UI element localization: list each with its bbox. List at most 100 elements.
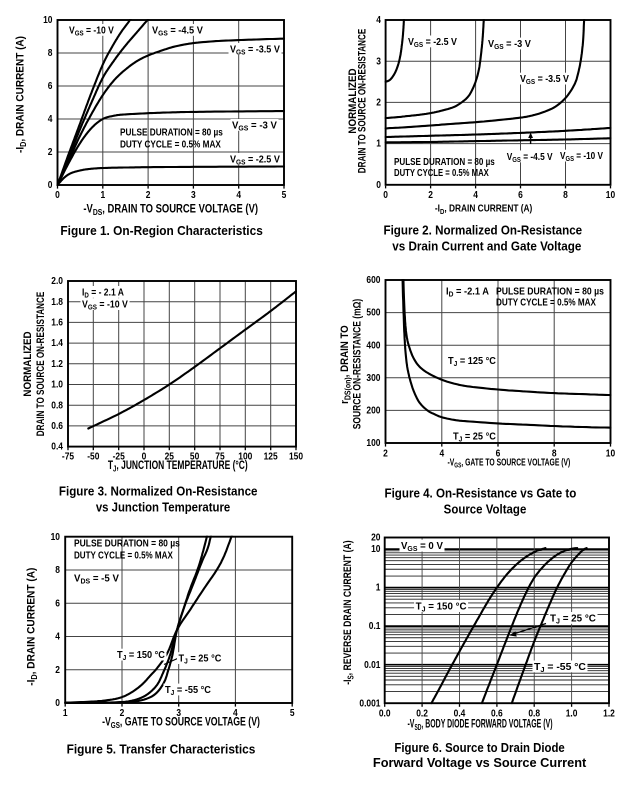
svg-text:-25: -25: [113, 449, 125, 461]
svg-text:5: 5: [290, 706, 295, 718]
svg-text:75: 75: [215, 449, 224, 461]
svg-text:1.8: 1.8: [51, 295, 63, 307]
svg-text:3: 3: [191, 188, 196, 200]
svg-text:20: 20: [371, 531, 380, 543]
svg-text:150: 150: [289, 449, 303, 461]
svg-text:VGS = -10 V: VGS = -10 V: [560, 150, 604, 163]
svg-text:0: 0: [376, 178, 381, 190]
svg-text:-ID, DRAIN CURRENT (A): -ID, DRAIN CURRENT (A): [26, 568, 39, 686]
svg-text:6: 6: [55, 596, 60, 608]
svg-text:0.4: 0.4: [454, 707, 466, 719]
svg-text:8: 8: [48, 46, 53, 58]
svg-text:1.4: 1.4: [51, 336, 63, 348]
svg-text:0.2: 0.2: [416, 707, 428, 719]
svg-text:4: 4: [439, 446, 444, 458]
svg-text:100: 100: [366, 436, 380, 448]
svg-text:0.8: 0.8: [528, 707, 540, 719]
svg-text:-VSD, BODY DIODE FORWARD VOLTA: -VSD, BODY DIODE FORWARD VOLTAGE (V): [407, 718, 552, 733]
svg-text:3: 3: [376, 54, 381, 66]
svg-text:0.1: 0.1: [369, 619, 381, 631]
svg-text:10: 10: [43, 13, 52, 25]
svg-text:DUTY CYCLE = 0.5% MAX: DUTY CYCLE = 0.5% MAX: [120, 139, 222, 150]
svg-text:10: 10: [51, 530, 60, 542]
svg-text:200: 200: [366, 404, 380, 416]
svg-text:VGS = -10 V: VGS = -10 V: [82, 298, 129, 312]
svg-text:25: 25: [165, 449, 174, 461]
svg-text:0.4: 0.4: [51, 440, 63, 452]
svg-text:8: 8: [552, 446, 557, 458]
svg-text:10: 10: [606, 188, 615, 200]
svg-text:TJ = 25 °C: TJ = 25 °C: [550, 613, 596, 625]
svg-text:rDS(on), DRAIN TO: rDS(on), DRAIN TO: [340, 325, 353, 404]
svg-text:TJ = 150 °C: TJ = 150 °C: [117, 650, 165, 663]
svg-text:VGS = -4.5 V: VGS = -4.5 V: [507, 151, 554, 164]
svg-text:DRAIN TO SOURCE ON-RESISTANCE: DRAIN TO SOURCE ON-RESISTANCE: [35, 292, 47, 436]
svg-text:VGS = -2.5 V: VGS = -2.5 V: [408, 36, 458, 49]
svg-text:1.6: 1.6: [51, 316, 63, 328]
svg-text:8: 8: [563, 188, 568, 200]
svg-text:Figure 6. Source to Drain Di: Figure 6. Source to Drain Diode: [394, 740, 564, 755]
svg-text:TJ = -55 °C: TJ = -55 °C: [534, 662, 587, 674]
svg-text:0: 0: [383, 188, 388, 200]
svg-text:-ID, DRAIN CURRENT (A): -ID, DRAIN CURRENT (A): [15, 36, 28, 153]
svg-text:VGS = -2.5 V: VGS = -2.5 V: [230, 154, 280, 167]
svg-text:PULSE DURATION = 80 µs: PULSE DURATION = 80 µs: [74, 538, 180, 549]
svg-text:Figure 3. Normalized On-Resist: Figure 3. Normalized On-Resistance: [59, 484, 258, 499]
svg-text:400: 400: [366, 338, 380, 350]
svg-text:4: 4: [473, 188, 478, 200]
svg-text:vs Junction Temperature: vs Junction Temperature: [96, 500, 231, 515]
svg-text:Forward Voltage vs Source Curr: Forward Voltage vs Source Current: [373, 755, 587, 770]
svg-text:Figure 4. On-Resistance vs Ga: Figure 4. On-Resistance vs Gate to: [385, 486, 577, 501]
svg-text:DRAIN TO SOURCE ON-RESISTANCE: DRAIN TO SOURCE ON-RESISTANCE: [357, 29, 369, 173]
svg-text:-VGS, GATE TO SOURCE VOLTAGE (: -VGS, GATE TO SOURCE VOLTAGE (V): [102, 717, 260, 731]
svg-text:TJ = 25 °C: TJ = 25 °C: [179, 653, 222, 666]
svg-text:VGS = -3.5 V: VGS = -3.5 V: [520, 74, 570, 87]
svg-text:Figure 2. Normalized On-Resist: Figure 2. Normalized On-Resistance: [383, 223, 582, 238]
svg-text:3: 3: [176, 706, 181, 718]
svg-text:2: 2: [428, 188, 433, 200]
svg-text:10: 10: [371, 542, 380, 554]
svg-text:2: 2: [146, 188, 151, 200]
svg-text:4: 4: [48, 112, 53, 124]
svg-text:4: 4: [236, 188, 241, 200]
svg-text:VDS = -5 V: VDS = -5 V: [74, 573, 119, 585]
svg-text:Source Voltage: Source Voltage: [444, 502, 527, 517]
svg-text:0.6: 0.6: [491, 707, 503, 719]
svg-text:100: 100: [238, 449, 252, 461]
svg-text:0: 0: [55, 188, 60, 200]
svg-text:6: 6: [48, 79, 53, 91]
svg-text:-VDS, DRAIN TO SOURCE VOLTAGE: -VDS, DRAIN TO SOURCE VOLTAGE (V): [83, 202, 258, 217]
svg-text:1: 1: [376, 137, 381, 149]
svg-text:1.0: 1.0: [51, 378, 63, 390]
svg-text:NORMALIZED: NORMALIZED: [23, 331, 35, 396]
svg-text:-VGS, GATE TO SOURCE VOLTAGE (: -VGS, GATE TO SOURCE VOLTAGE (V): [447, 456, 570, 470]
svg-text:600: 600: [366, 273, 380, 285]
svg-text:125: 125: [264, 449, 278, 461]
svg-text:TJ = 25 °C: TJ = 25 °C: [453, 431, 496, 444]
svg-text:0: 0: [55, 696, 60, 708]
svg-text:-ID, DRAIN CURRENT (A): -ID, DRAIN CURRENT (A): [435, 203, 532, 216]
svg-text:TJ = 150 °C: TJ = 150 °C: [416, 601, 467, 613]
svg-text:1: 1: [63, 706, 68, 718]
svg-text:TJ = 125 °C: TJ = 125 °C: [448, 356, 496, 369]
svg-text:2: 2: [383, 446, 388, 458]
svg-text:Figure 5. Transfer Characteri: Figure 5. Transfer Characteristics: [67, 742, 256, 757]
svg-text:1: 1: [376, 581, 381, 593]
svg-text:0.6: 0.6: [51, 419, 63, 431]
svg-text:VGS = -3 V: VGS = -3 V: [488, 39, 531, 52]
svg-text:-75: -75: [62, 449, 74, 461]
svg-text:4: 4: [233, 706, 238, 718]
svg-text:10: 10: [606, 446, 615, 458]
svg-text:NORMALIZED: NORMALIZED: [348, 68, 360, 133]
svg-text:2: 2: [120, 706, 125, 718]
svg-text:1.2: 1.2: [603, 707, 615, 719]
svg-text:DUTY CYCLE = 0.5% MAX: DUTY CYCLE = 0.5% MAX: [394, 167, 489, 178]
svg-text:2.0: 2.0: [51, 274, 63, 286]
svg-text:6: 6: [518, 188, 523, 200]
svg-text:0.001: 0.001: [359, 696, 380, 708]
svg-text:VGS = -4.5 V: VGS = -4.5 V: [152, 25, 203, 38]
svg-text:PULSE DURATION = 80 µs: PULSE DURATION = 80 µs: [394, 156, 495, 167]
svg-text:-50: -50: [87, 449, 99, 461]
svg-text:PULSE DURATION = 80 µs: PULSE DURATION = 80 µs: [120, 127, 223, 138]
svg-text:VGS = -3.5 V: VGS = -3.5 V: [230, 44, 280, 57]
